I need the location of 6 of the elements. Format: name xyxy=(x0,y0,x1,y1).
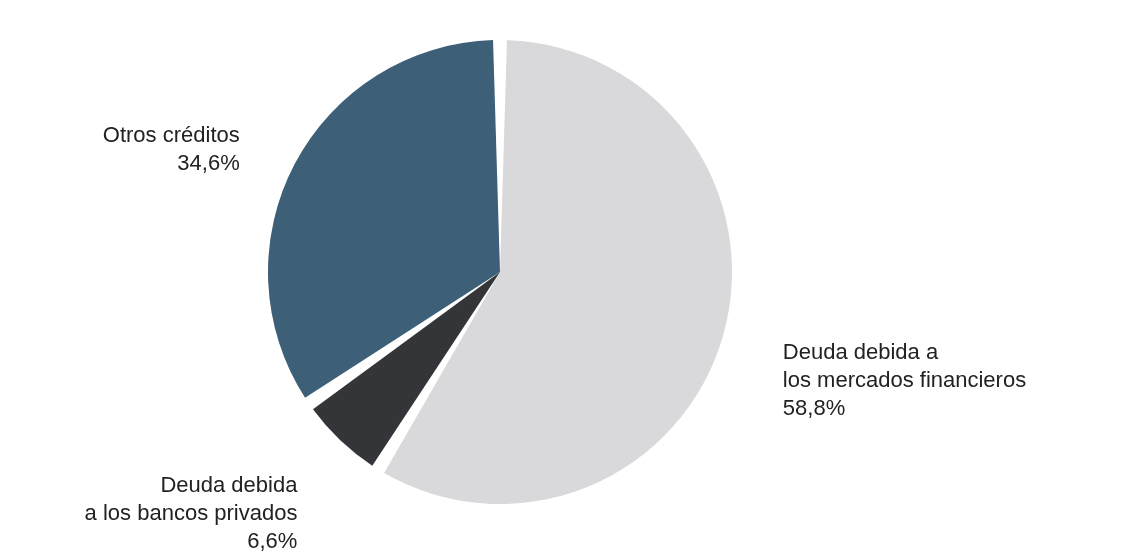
data-label: 58,8% xyxy=(782,395,846,421)
data-label: 6,6% xyxy=(247,528,298,553)
slice-label: Deuda debida a los mercados financieros xyxy=(782,339,1027,393)
slice-label: Deuda debida a los bancos privados xyxy=(84,472,299,526)
data-label: 34,6% xyxy=(177,150,240,176)
slice-label: Otros créditos xyxy=(102,122,240,148)
